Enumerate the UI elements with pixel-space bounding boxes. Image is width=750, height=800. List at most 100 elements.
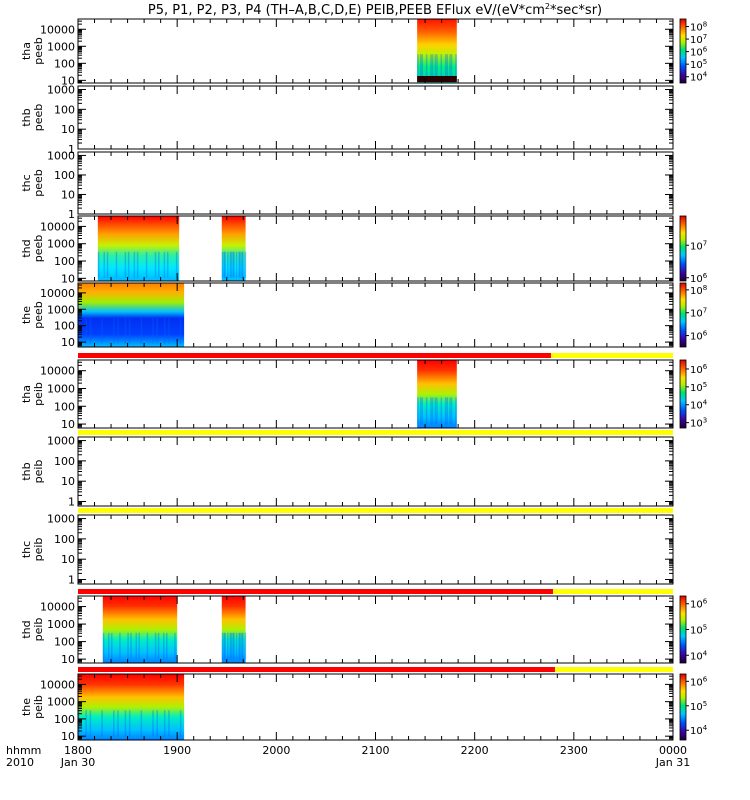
spectrogram-streak (221, 632, 224, 660)
spectrogram-streak (127, 632, 129, 660)
spectrogram-streak (78, 710, 80, 737)
panel-frame (77, 151, 674, 215)
colorbar (680, 360, 686, 428)
spectrogram-streak (232, 251, 234, 278)
spectrogram-streak (417, 54, 419, 80)
status-bar-yellow (553, 589, 673, 594)
status-bar-red (78, 589, 554, 594)
time-axis-label: hhmm (6, 744, 41, 757)
x-tick-label: 0000 (659, 744, 687, 757)
y-tick-label: 100 (54, 636, 75, 649)
y-tick-label: 1000 (47, 435, 75, 448)
y-tick-label: 1000 (47, 513, 75, 526)
spectrogram-streak (419, 397, 422, 425)
spectrogram-streak (154, 251, 157, 278)
y-tick-label: 10000 (40, 601, 75, 614)
x-tick-label: 2200 (461, 744, 489, 757)
spectrogram-block (78, 283, 185, 347)
spectrogram-streak (230, 251, 233, 278)
y-axis-label: thcpeeb (20, 169, 45, 197)
spectrogram-streak (156, 710, 159, 737)
spectrogram-streak (223, 632, 225, 660)
spectrogram-streak (138, 632, 140, 660)
colorbar-tick-label: 105 (690, 700, 707, 713)
colorbar-tick-label: 108 (690, 284, 707, 297)
spectrogram-streak (174, 632, 176, 660)
end-date-label: Jan 31 (655, 756, 690, 769)
y-tick-label: 10000 (40, 220, 75, 233)
spectrogram-streak (417, 397, 419, 425)
y-axis-label: thepeib (20, 695, 45, 719)
spectrogram-streak (430, 54, 432, 80)
y-tick-label: 1 (68, 495, 75, 508)
y-tick-label: 10 (61, 475, 75, 488)
spectrogram-streak (446, 54, 449, 80)
spectrogram-block (97, 216, 180, 281)
spectrogram-block (78, 674, 185, 740)
y-tick-label: 10000 (40, 23, 75, 36)
spectrogram-streak (446, 397, 449, 425)
spectrogram-streak (106, 251, 109, 278)
spectrogram-streak (242, 632, 244, 660)
colorbar-tick-label: 106 (690, 363, 708, 376)
panel-the_peib: 10 100 1000 10000 thepeib 104 105 106 (20, 667, 708, 743)
spectrogram-streak (133, 251, 136, 278)
spectrogram-streak (449, 54, 451, 80)
colorbar-tick-label: 106 (690, 598, 708, 611)
spectrogram-streak (163, 710, 166, 737)
y-tick-label: 10 (61, 188, 75, 201)
spectrogram-streak (85, 710, 87, 737)
y-tick-label: 100 (54, 533, 75, 546)
panel-tha_peib: 10 100 1000 10000 thapeib 103 104 105 106 (20, 353, 708, 431)
colorbar-frame (679, 282, 687, 348)
spectrogram-streak (235, 251, 238, 278)
x-tick-label: 2100 (362, 744, 390, 757)
colorbar-tick-label: 107 (690, 33, 707, 46)
spectrogram-streak (431, 397, 434, 425)
spectrogram-block (417, 360, 457, 428)
spectrogram-streak (85, 318, 87, 344)
spectrogram-block (221, 216, 246, 281)
spectrogram-block (102, 596, 178, 663)
spectrogram-streak (224, 632, 226, 660)
colorbar-tick-label: 106 (690, 272, 708, 285)
spectrogram-streak (110, 632, 113, 660)
spectrogram-streak (436, 54, 438, 80)
spectrogram-streak (421, 54, 424, 80)
spectrogram-streak (450, 397, 453, 425)
y-tick-label: 1 (68, 143, 75, 156)
spectrogram-streak (140, 318, 143, 344)
spectrogram-streak (101, 710, 103, 737)
spectrogram-streak (239, 632, 241, 660)
time-axis: 1800 1900 2000 2100 2200 2300 0000 Jan 30 Jan 31… (6, 744, 690, 769)
spectrogram-streak (239, 251, 241, 278)
y-tick-label: 1 (68, 208, 75, 221)
spectrogram-streak (89, 318, 92, 344)
spectrogram-streak (242, 251, 244, 278)
y-tick-label: 1000 (47, 618, 75, 631)
spectrogram-streak (444, 54, 447, 80)
spectrogram-streak (221, 251, 224, 278)
status-bar-red (78, 353, 552, 358)
spectrogram-streak (440, 54, 443, 80)
colorbar-tick-label: 105 (690, 58, 707, 71)
colorbar-tick-label: 105 (690, 624, 707, 637)
spectrogram-streak (124, 251, 127, 278)
y-tick-label: 10 (61, 74, 75, 87)
spectrogram-streak (156, 318, 159, 344)
spectrogram-streak (230, 632, 233, 660)
spectrogram-streak (163, 632, 165, 660)
spectrogram-streak (107, 632, 110, 660)
colorbar-frame (679, 18, 687, 84)
colorbar-frame (679, 359, 687, 429)
spectrogram-streak (455, 54, 457, 80)
x-tick-label: 1800 (64, 744, 92, 757)
spectrogram-streak (431, 54, 434, 80)
spectrogram-streak (163, 318, 166, 344)
colorbar-tick-label: 104 (690, 724, 708, 737)
spectrogram-streak (124, 318, 127, 344)
